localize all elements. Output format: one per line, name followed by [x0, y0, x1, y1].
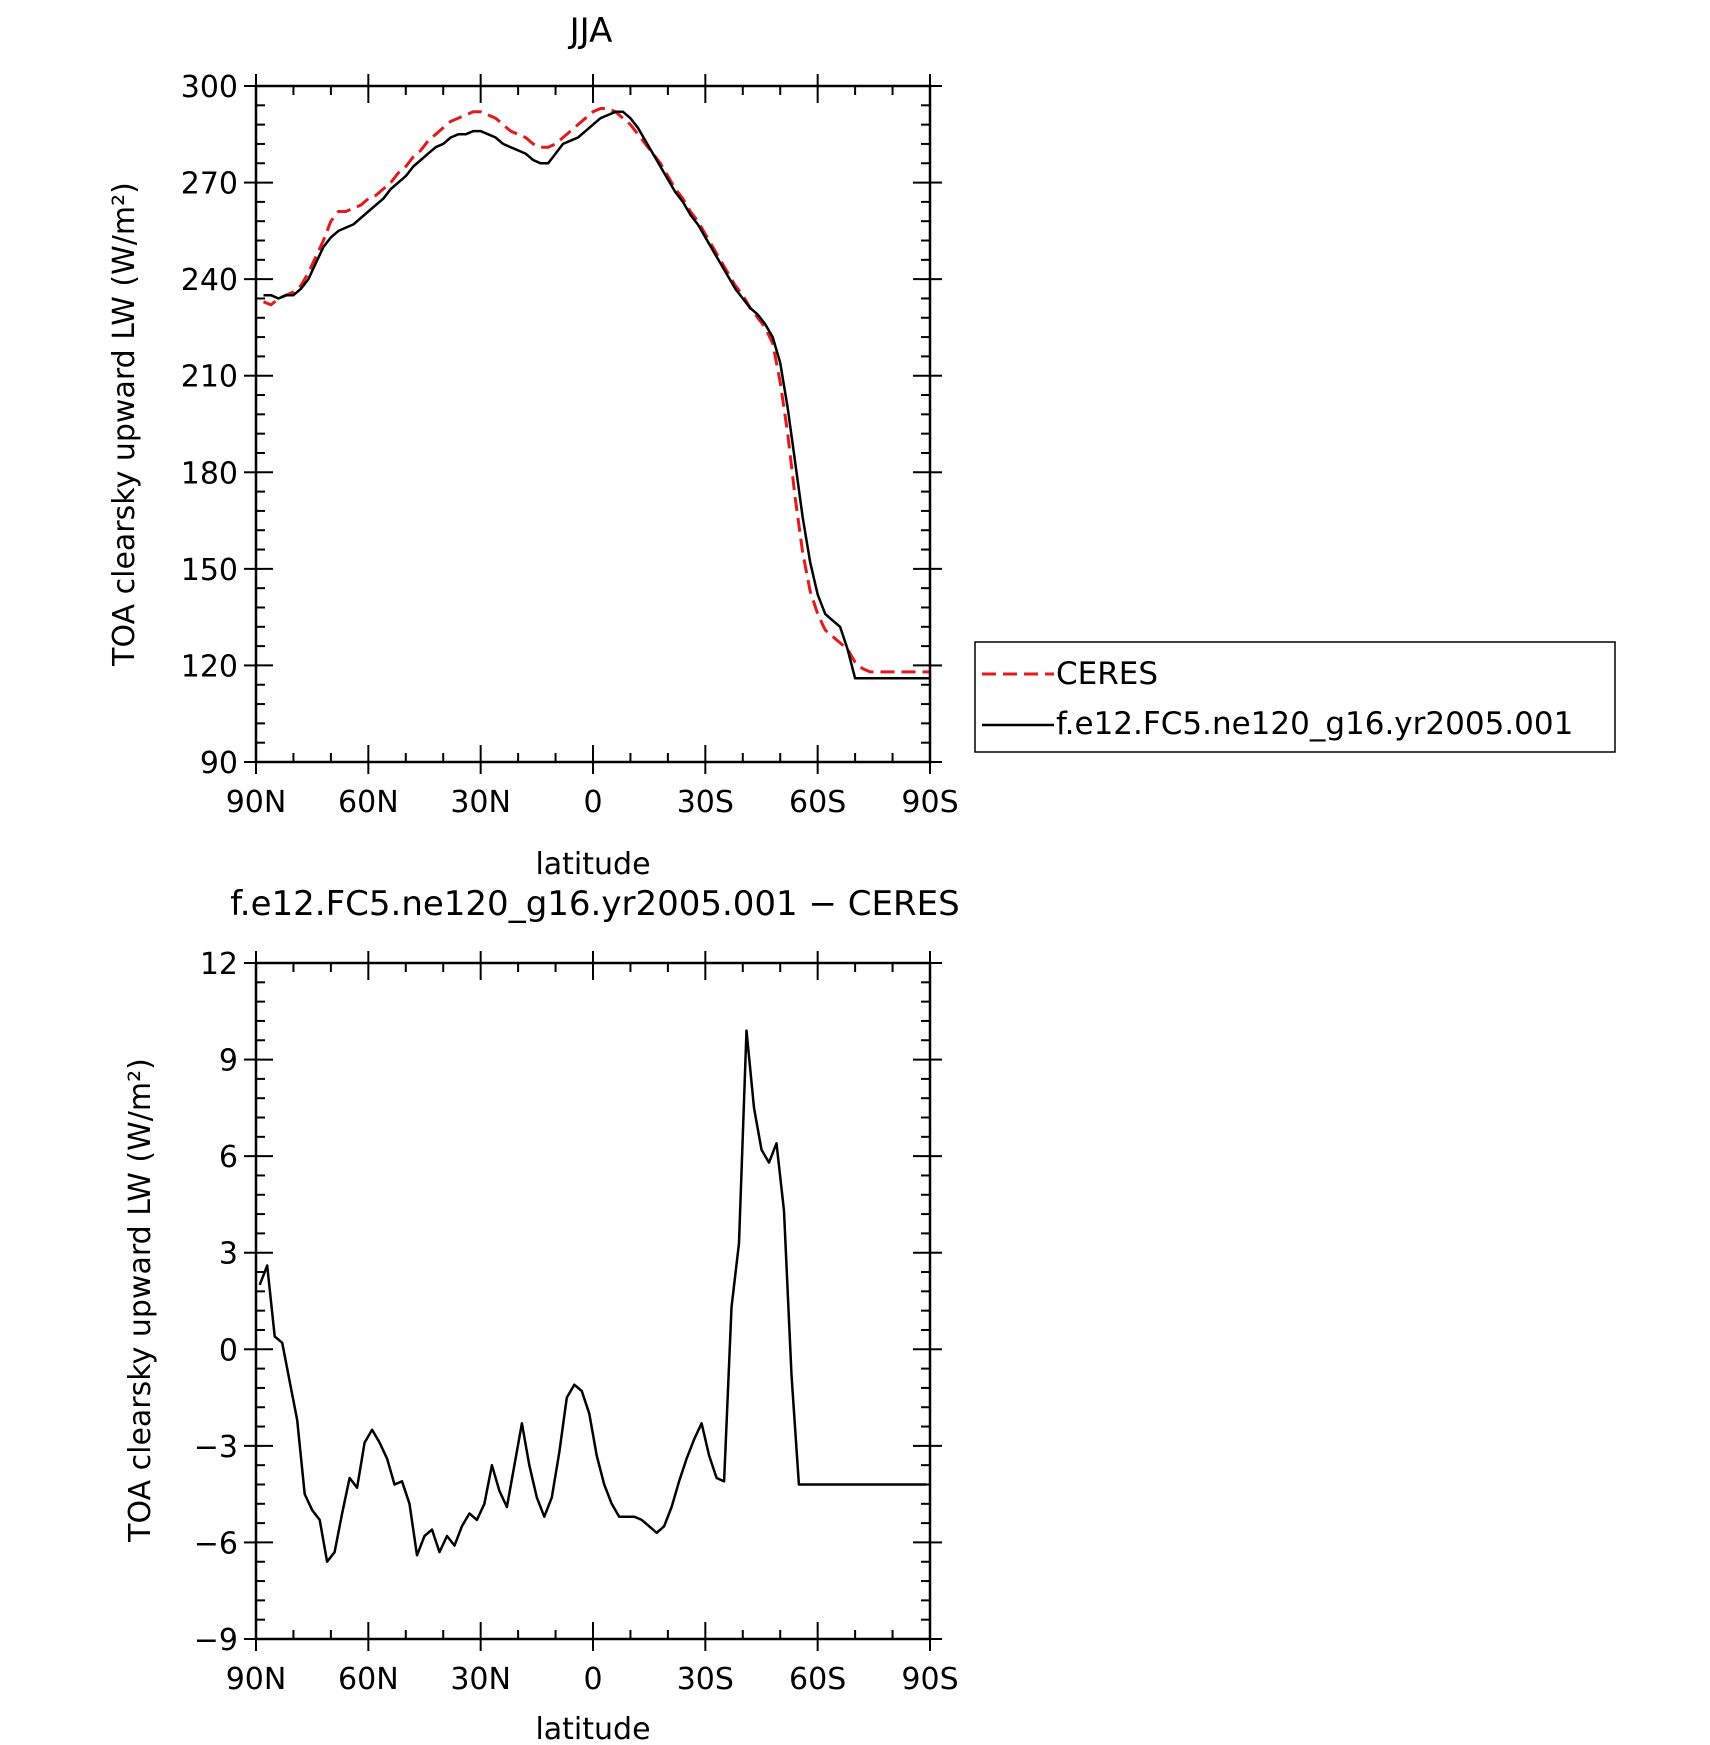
y-tick-label: 300: [181, 70, 238, 105]
x-tick-label: 90S: [901, 1662, 958, 1697]
bottom-panel: f.e12.FC5.ne120_g16.yr2005.001 − CERES −…: [123, 884, 960, 1745]
bottom-x-axis-label: latitude: [535, 1712, 650, 1745]
top-x-tick-labels: 90N 60N 30N 0 30S 60S 90S: [226, 785, 959, 820]
top-x-axis-label: latitude: [535, 847, 650, 882]
x-tick-label: 60N: [338, 1662, 399, 1697]
x-tick-label: 90S: [901, 785, 958, 820]
x-tick-label: 90N: [226, 785, 287, 820]
legend-label-model: f.e12.FC5.ne120_g16.yr2005.001: [1056, 706, 1573, 742]
y-tick-label: 0: [219, 1333, 238, 1368]
ceres-line: [262, 107, 930, 674]
bottom-plot-frame: [254, 961, 932, 1641]
y-tick-label: 210: [181, 360, 238, 395]
model-line: [263, 110, 930, 680]
top-series-ceres: [262, 107, 930, 674]
x-tick-label: 90N: [226, 1662, 287, 1697]
top-tick-marks: [244, 74, 942, 774]
y-tick-label: 240: [181, 263, 238, 298]
legend-label-ceres: CERES: [1056, 656, 1158, 692]
y-tick-label: 6: [219, 1140, 238, 1175]
y-tick-label: −6: [194, 1526, 238, 1561]
x-tick-label: 30S: [677, 1662, 734, 1697]
bottom-chart-title: f.e12.FC5.ne120_g16.yr2005.001 − CERES: [230, 884, 959, 924]
bottom-tick-marks: [244, 951, 942, 1651]
y-tick-label: 3: [219, 1237, 238, 1272]
x-tick-label: 0: [583, 1662, 602, 1697]
y-tick-label: 270: [181, 167, 238, 202]
x-tick-label: 30N: [450, 1662, 511, 1697]
y-tick-label: −3: [194, 1430, 238, 1465]
top-y-tick-labels: 90 120 150 180 210 240 270 300: [181, 70, 238, 781]
bottom-y-tick-labels: −9 −6 −3 0 3 6 9 12: [194, 947, 238, 1658]
top-chart-title: JJA: [568, 11, 613, 51]
difference-line: [258, 1029, 927, 1563]
x-tick-label: 30S: [677, 785, 734, 820]
top-series-model: [263, 110, 930, 680]
y-tick-label: −9: [194, 1623, 238, 1658]
bottom-x-tick-labels: 90N 60N 30N 0 30S 60S 90S: [226, 1662, 959, 1697]
legend-box: [974, 641, 1616, 753]
top-panel: JJA 90 120 150 180 210 240 270 300 90N 60N 30N 0 30…: [107, 11, 959, 882]
x-tick-label: 30N: [450, 785, 511, 820]
x-tick-label: 60N: [338, 785, 399, 820]
x-tick-label: 60S: [789, 785, 846, 820]
y-tick-label: 12: [200, 947, 238, 982]
bottom-series-difference: [258, 1029, 927, 1563]
y-tick-label: 90: [200, 746, 238, 781]
top-plot-frame: [254, 84, 932, 764]
x-tick-label: 60S: [789, 1662, 846, 1697]
y-tick-label: 150: [181, 553, 238, 588]
legend: CERES f.e12.FC5.ne120_g16.yr2005.001: [974, 641, 1616, 753]
y-tick-label: 180: [181, 456, 238, 491]
y-tick-label: 9: [219, 1044, 238, 1079]
y-tick-label: 120: [181, 649, 238, 684]
top-y-axis-label: TOA clearsky upward LW (W/m²): [107, 182, 142, 667]
bottom-y-axis-label: TOA clearsky upward LW (W/m²): [123, 1058, 158, 1543]
x-tick-label: 0: [583, 785, 602, 820]
